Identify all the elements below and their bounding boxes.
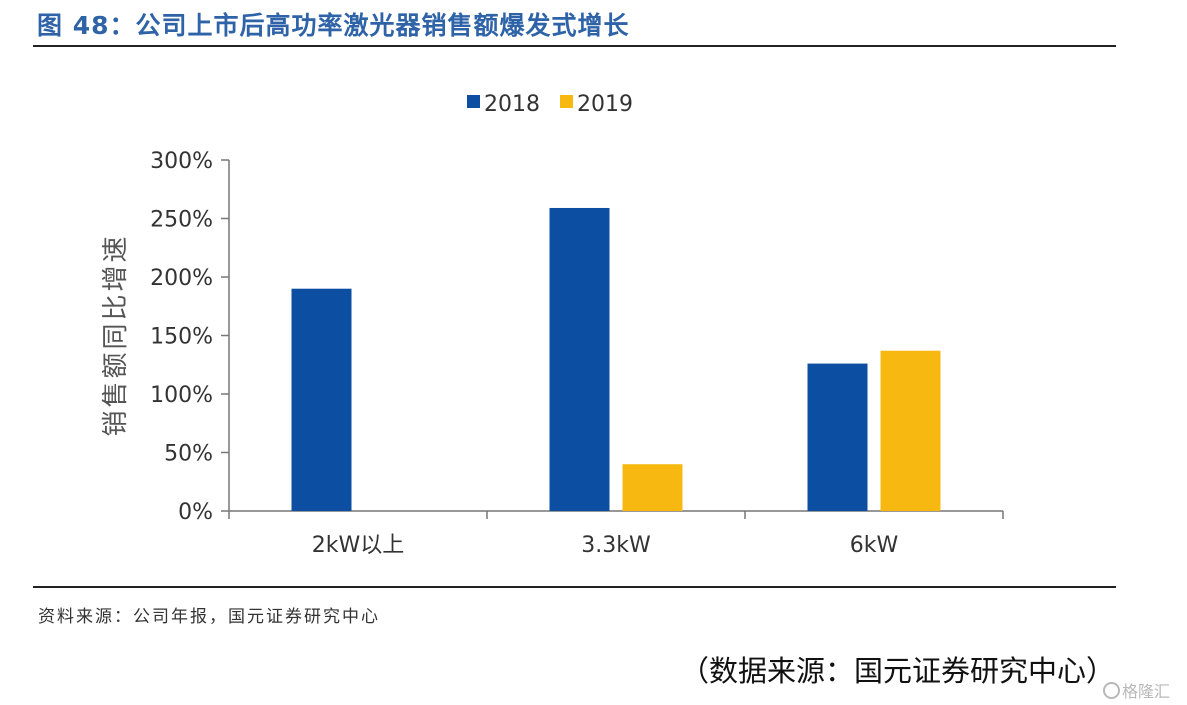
legend-swatch-2018: [467, 95, 480, 108]
y-tick-label: 50%: [164, 442, 213, 467]
bar-2018-1: [291, 288, 352, 511]
bar-2018-2: [549, 207, 610, 511]
y-tick-label: 0%: [178, 500, 213, 525]
top-rule: [33, 45, 1116, 47]
watermark: 格隆汇: [1103, 678, 1170, 702]
x-tick-label: 2kW以上: [312, 533, 405, 558]
bars: [291, 207, 941, 511]
bar-2019-3: [880, 350, 941, 511]
watermark-text: 格隆汇: [1122, 682, 1171, 701]
y-axis: 0% 50% 100% 150% 200% 250% 300%: [150, 149, 230, 525]
x-tick-label: 3.3kW: [581, 533, 651, 558]
bottom-rule: [33, 586, 1116, 588]
bar-2018-3: [807, 363, 868, 511]
bar-2019-2: [622, 464, 683, 511]
legend-label-2019: 2019: [577, 92, 633, 117]
watermark-logo-icon: [1103, 682, 1120, 699]
y-tick-label: 100%: [150, 383, 213, 408]
y-tick-label: 200%: [150, 266, 213, 291]
source-caption: （数据来源：国元证券研究中心）: [680, 654, 1116, 688]
x-axis: 2kW以上 3.3kW 6kW: [228, 510, 1004, 558]
legend-label-2018: 2018: [484, 92, 540, 117]
y-tick-label: 300%: [150, 149, 213, 174]
source-note: 资料来源：公司年报，国元证券研究中心: [38, 607, 380, 627]
legend-swatch-2019: [560, 95, 573, 108]
chart-legend: 2018 2019: [467, 92, 633, 117]
x-tick-label: 6kW: [850, 533, 899, 558]
figure-title: 图 48：公司上市后高功率激光器销售额爆发式增长: [37, 11, 630, 40]
y-tick-label: 150%: [150, 325, 213, 350]
y-axis-label: 销售额同比增速: [101, 233, 131, 436]
y-tick-label: 250%: [150, 208, 213, 233]
